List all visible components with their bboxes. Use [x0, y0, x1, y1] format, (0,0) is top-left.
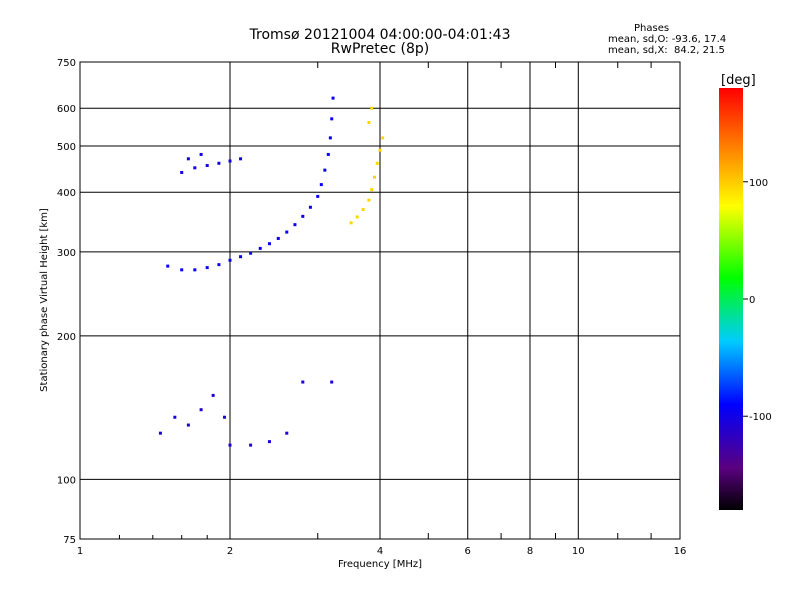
echo-point [285, 230, 289, 234]
echo-point [239, 255, 243, 259]
colorbar-tick-label: 100 [749, 178, 768, 189]
echo-point [367, 198, 371, 202]
echo-point [205, 266, 209, 270]
colorbar-unit: [deg] [721, 73, 756, 88]
echo-point [328, 136, 332, 140]
echo-point [228, 443, 232, 447]
echo-point [228, 258, 232, 262]
y-tick-label: 750 [57, 58, 76, 69]
x-tick-label: 8 [527, 546, 533, 557]
echo-point [326, 152, 330, 156]
echo-point [276, 236, 280, 240]
y-tick-label: 100 [57, 475, 76, 486]
y-tick-label: 75 [63, 535, 76, 546]
echo-point [330, 380, 334, 384]
echo-point [308, 205, 312, 209]
y-tick-label: 500 [57, 142, 76, 153]
x-tick-label: 16 [674, 546, 687, 557]
echo-point [211, 393, 215, 397]
echo-point [378, 148, 382, 152]
x-tick-label: 6 [465, 546, 471, 557]
y-tick-label: 200 [57, 332, 76, 343]
y-tick-label: 400 [57, 188, 76, 199]
echo-point [301, 214, 305, 218]
echo-point [293, 223, 297, 227]
echo-point [285, 431, 289, 435]
echo-point [166, 264, 170, 268]
echo-point [228, 159, 232, 163]
echo-point [249, 443, 253, 447]
x-tick-label: 1 [77, 546, 83, 557]
echo-point [199, 152, 203, 156]
echo-point [319, 183, 323, 187]
colorbar [719, 88, 743, 510]
echo-point [367, 121, 371, 125]
echo-point [258, 246, 262, 250]
echo-point [267, 242, 271, 246]
chart-subtitle: RwPretec (8p) [330, 41, 430, 57]
echo-point [173, 415, 177, 419]
echo-point [186, 157, 190, 161]
x-axis-label: Frequency [MHz] [338, 559, 422, 570]
y-axis-label: Stationary phase Virtual Height [km] [39, 208, 50, 392]
colorbar-tick-label: 0 [749, 295, 755, 306]
echo-point [370, 188, 374, 192]
echo-point [375, 161, 379, 165]
echo-point [193, 268, 197, 272]
echo-point [355, 215, 359, 219]
echo-point [193, 166, 197, 170]
y-tick-label: 600 [57, 104, 76, 115]
echo-point [158, 431, 162, 435]
chart-title: Tromsø 20121004 04:00:00-04:01:43 [249, 27, 511, 43]
y-tick-label: 300 [57, 248, 76, 259]
echo-point [239, 157, 243, 161]
phase-heading: Phases [634, 23, 670, 34]
echo-point [349, 221, 353, 225]
echo-point [323, 168, 327, 172]
echo-point [249, 251, 253, 255]
echo-point [301, 380, 305, 384]
echo-point [331, 96, 335, 100]
echo-point [205, 164, 209, 168]
echo-point [267, 440, 271, 444]
echo-point [316, 194, 320, 198]
phase-stats-x: mean, sd,X: 84.2, 21.5 [608, 45, 725, 56]
echo-point [186, 423, 190, 427]
echo-point [373, 175, 377, 179]
x-tick-label: 10 [572, 546, 585, 557]
echo-point [381, 136, 385, 140]
echo-point [370, 106, 374, 110]
phase-stats-o: mean, sd,O: -93.6, 17.4 [608, 34, 727, 45]
plot-frame [79, 61, 681, 540]
echo-point [217, 161, 221, 165]
echo-point [180, 268, 184, 272]
echo-point [217, 263, 221, 267]
echo-point [199, 408, 203, 412]
echo-point [223, 415, 227, 419]
colorbar-tick-label: -100 [749, 412, 772, 423]
echo-point [180, 170, 184, 174]
x-tick-label: 2 [227, 546, 233, 557]
x-tick-label: 4 [377, 546, 383, 557]
echo-point [330, 117, 334, 121]
echo-point [361, 207, 365, 211]
